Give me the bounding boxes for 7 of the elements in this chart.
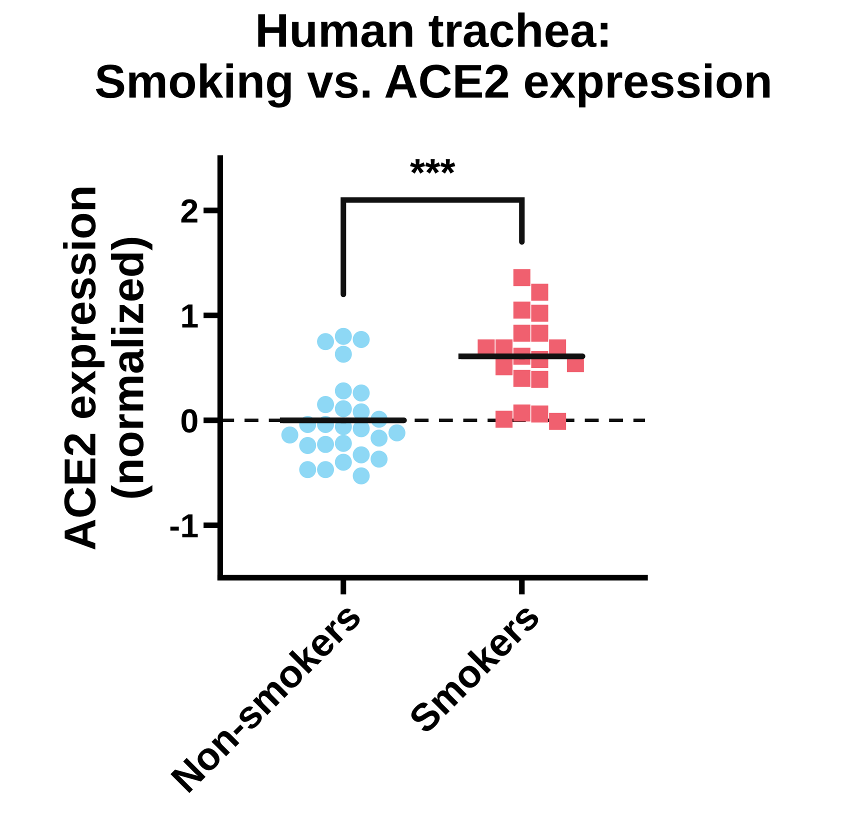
y-tick-label: -1	[170, 514, 198, 538]
y-tick-label: 0	[181, 409, 198, 433]
chart-title: Human trachea: Smoking vs. ACE2 expression	[96, 12, 770, 108]
y-tick-label: 2	[181, 199, 198, 223]
y-tick-label: 1	[182, 304, 198, 328]
y-axis-title: ACE2 expression (normalized)	[63, 188, 152, 550]
annotation: ***	[410, 159, 456, 174]
